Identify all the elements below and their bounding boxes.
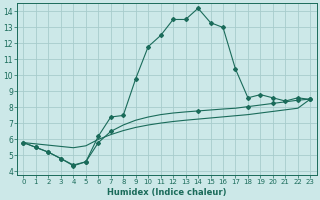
X-axis label: Humidex (Indice chaleur): Humidex (Indice chaleur) [107,188,227,197]
